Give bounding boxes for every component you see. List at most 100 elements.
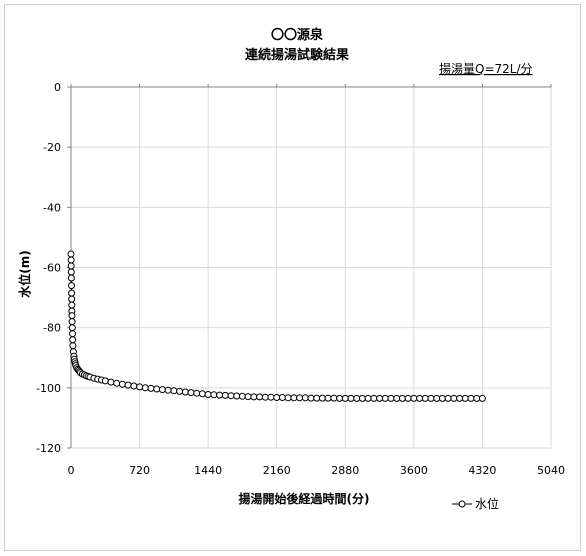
data-point xyxy=(164,386,172,394)
legend: 水位 xyxy=(452,496,499,511)
y-tick-label: -80 xyxy=(43,322,61,335)
x-tick-label: 2160 xyxy=(263,464,291,477)
data-point xyxy=(170,387,178,395)
data-point xyxy=(198,390,206,398)
x-tick-label: 2880 xyxy=(331,464,359,477)
data-point xyxy=(433,394,441,402)
data-point xyxy=(69,336,77,344)
y-tick-label: -40 xyxy=(43,201,61,214)
data-point xyxy=(68,324,76,332)
x-tick-label: 4320 xyxy=(468,464,496,477)
data-point xyxy=(444,394,452,402)
data-point xyxy=(68,318,76,326)
data-point xyxy=(398,394,406,402)
data-point xyxy=(278,394,286,401)
data-point xyxy=(210,391,218,399)
data-point xyxy=(330,394,338,402)
data-point xyxy=(461,394,469,402)
data-point xyxy=(68,282,75,290)
data-point xyxy=(147,384,155,392)
data-point xyxy=(410,394,418,402)
data-point xyxy=(68,295,76,303)
data-point xyxy=(427,394,435,402)
x-tick-label: 3600 xyxy=(400,464,428,477)
data-point xyxy=(227,392,235,400)
data-point xyxy=(204,391,212,398)
grid-layer xyxy=(71,87,552,449)
data-point xyxy=(250,393,258,401)
data-point xyxy=(284,394,292,402)
flow-rate-annotation: 揚湯量Q=72L/分 xyxy=(439,62,533,76)
data-point xyxy=(68,312,76,320)
data-point xyxy=(141,384,149,392)
chart-subtitle: 連続揚湯試験結果 xyxy=(245,47,349,63)
data-point xyxy=(347,394,355,402)
data-point xyxy=(238,392,246,400)
data-point xyxy=(296,394,304,402)
data-point xyxy=(158,386,166,394)
data-point xyxy=(467,394,475,402)
data-point xyxy=(187,389,195,397)
x-tick-label: 0 xyxy=(68,464,75,477)
water-level-chart: 〇〇源泉 連続揚湯試験結果 揚湯量Q=72L/分 水位(m) 揚湯開始後経過時間… xyxy=(17,27,565,511)
data-point xyxy=(364,394,372,402)
data-point xyxy=(341,394,349,402)
data-point xyxy=(473,394,481,402)
data-point xyxy=(244,393,252,401)
legend-label: 水位 xyxy=(475,496,499,511)
data-point xyxy=(416,394,424,402)
data-points xyxy=(67,250,486,402)
data-point xyxy=(136,383,144,391)
data-point xyxy=(68,289,76,297)
data-point xyxy=(353,394,361,402)
data-point xyxy=(450,394,458,402)
data-point xyxy=(307,394,315,402)
chart-title: 〇〇源泉 xyxy=(271,27,324,43)
y-tick-label: -100 xyxy=(36,382,61,395)
data-point xyxy=(404,394,412,402)
y-tick-label: -120 xyxy=(36,442,61,455)
data-point xyxy=(478,394,486,402)
data-point xyxy=(181,388,189,396)
data-point xyxy=(324,394,332,402)
data-point xyxy=(318,394,326,402)
data-point xyxy=(421,394,429,402)
x-tick-label: 5040 xyxy=(537,464,565,477)
data-point xyxy=(273,394,281,401)
y-axis-label: 水位(m) xyxy=(17,250,32,297)
data-point xyxy=(387,394,395,402)
data-point xyxy=(68,301,76,309)
data-point xyxy=(376,394,384,402)
y-tick-label: 0 xyxy=(54,81,61,94)
x-axis-label: 揚湯開始後経過時間(分) xyxy=(239,491,370,506)
data-point xyxy=(67,262,75,270)
data-point xyxy=(370,394,378,402)
x-tick-label: 720 xyxy=(129,464,150,477)
data-point xyxy=(67,250,75,258)
chart-frame: 〇〇源泉 連続揚湯試験結果 揚湯量Q=72L/分 水位(m) 揚湯開始後経過時間… xyxy=(4,4,581,551)
data-point xyxy=(69,342,77,350)
axis-layer: 0 720 1440 2160 2880 3600 4320 5040 0 -20 -40 -60 -8… xyxy=(36,81,565,477)
data-point xyxy=(107,378,115,386)
data-point xyxy=(153,385,161,393)
data-point xyxy=(290,394,298,402)
data-point xyxy=(261,393,269,401)
data-point xyxy=(301,394,309,402)
data-point xyxy=(256,393,264,401)
y-tick-label: -20 xyxy=(43,141,61,154)
data-point xyxy=(313,394,321,402)
data-point xyxy=(393,394,401,402)
data-point xyxy=(233,392,241,400)
data-point xyxy=(193,389,201,397)
legend-marker-swatch xyxy=(458,500,466,508)
data-point xyxy=(118,380,126,388)
data-point xyxy=(216,391,224,399)
data-point xyxy=(358,394,366,402)
data-point xyxy=(67,274,75,282)
data-point xyxy=(438,394,446,402)
data-point xyxy=(69,330,76,338)
data-point xyxy=(381,394,389,402)
data-point xyxy=(176,387,184,395)
data-point xyxy=(336,394,344,402)
data-point xyxy=(456,394,464,402)
